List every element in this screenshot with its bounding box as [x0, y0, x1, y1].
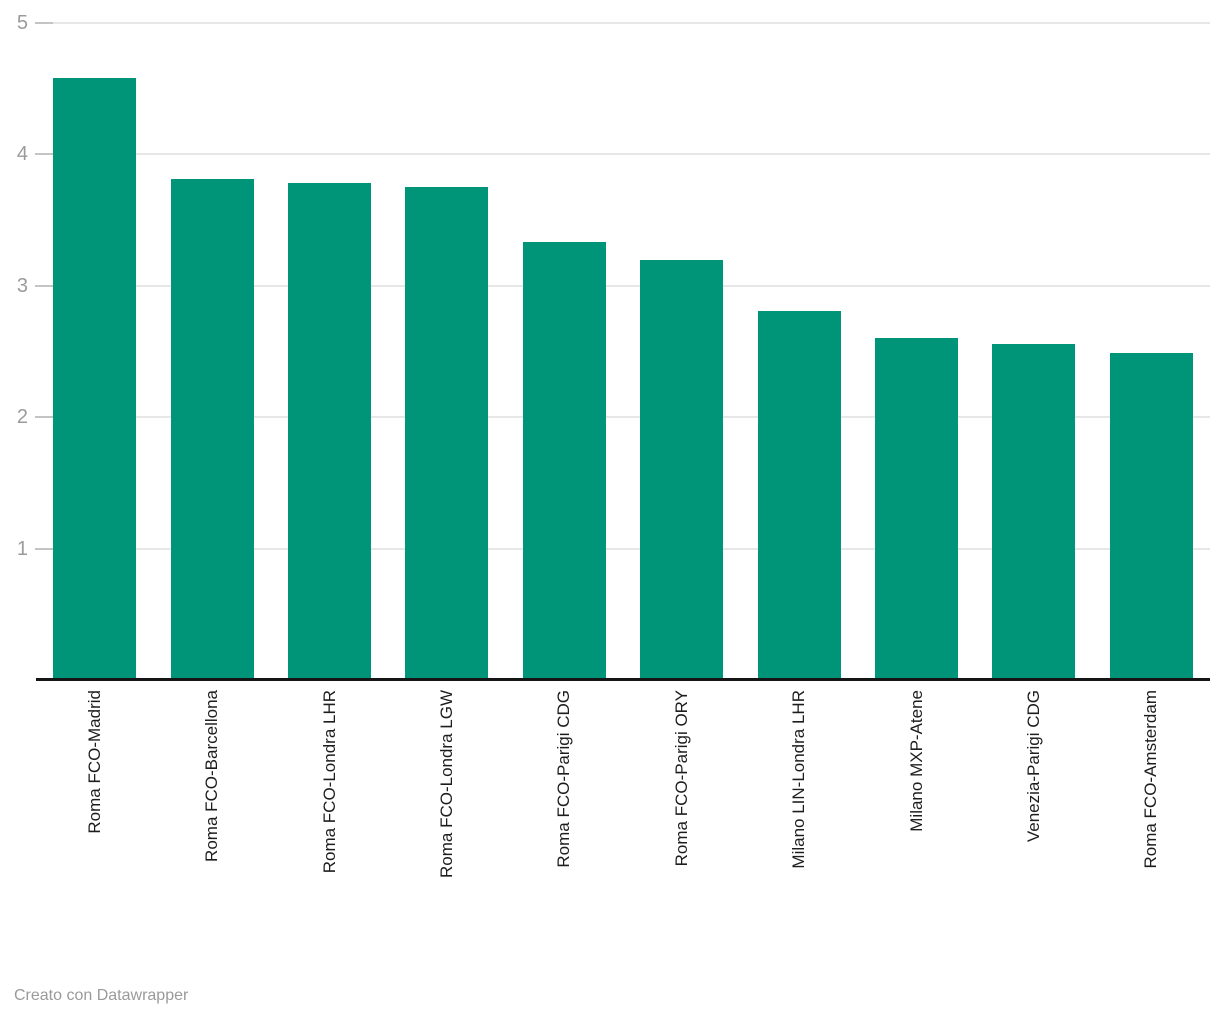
y-axis-tick-label: 2 [16, 406, 28, 429]
bar[interactable] [757, 310, 841, 680]
y-axis-tick-label: 5 [16, 12, 28, 34]
bar[interactable] [640, 259, 724, 680]
bar[interactable] [522, 242, 606, 680]
bar[interactable] [875, 338, 958, 680]
x-axis-label-text: Milano MXP-Atene [906, 690, 926, 832]
y-axis-tick-mark [35, 547, 53, 550]
x-axis-label-text: Roma FCO-Londra LGW [436, 690, 456, 878]
bar[interactable] [288, 183, 371, 680]
bar[interactable] [53, 78, 137, 680]
chart-footer: Creato con Datawrapper [14, 985, 188, 1007]
x-axis-label-text: Milano LIN-Londra LHR [789, 690, 809, 869]
x-axis-label: Roma FCO-Amsterdam [1141, 690, 1220, 869]
gridline [36, 284, 1210, 287]
x-axis-label-text: Roma FCO-Amsterdam [1141, 690, 1161, 869]
datawrapper-attribution-link[interactable]: Creato con Datawrapper [14, 987, 189, 1004]
y-axis-tick-label: 4 [16, 143, 28, 166]
x-axis-label-text: Roma FCO-Parigi CDG [554, 690, 574, 868]
gridline [36, 547, 1210, 550]
y-axis-tick-mark [35, 416, 53, 419]
gridline [36, 22, 1210, 24]
bar[interactable] [405, 187, 489, 680]
gridline [36, 416, 1210, 419]
x-axis-label-text: Venezia-Parigi CDG [1023, 690, 1043, 843]
bar[interactable] [992, 343, 1076, 680]
y-axis-tick-label: 3 [16, 274, 28, 297]
x-axis-label-text: Roma FCO-Madrid [84, 690, 104, 834]
y-axis-tick-label: 1 [16, 537, 28, 560]
y-axis-tick-mark [35, 153, 53, 156]
bar[interactable] [170, 179, 254, 680]
x-axis-line [36, 678, 1210, 681]
x-axis-label-text: Roma FCO-Parigi ORY [671, 690, 691, 867]
x-axis-label-text: Roma FCO-Barcellona [202, 690, 222, 862]
bar[interactable] [1109, 352, 1193, 680]
y-axis-tick-mark [35, 284, 53, 287]
y-axis-tick-mark [35, 22, 53, 24]
gridline [36, 153, 1210, 156]
x-axis-label-text: Roma FCO-Londra LHR [319, 690, 339, 874]
